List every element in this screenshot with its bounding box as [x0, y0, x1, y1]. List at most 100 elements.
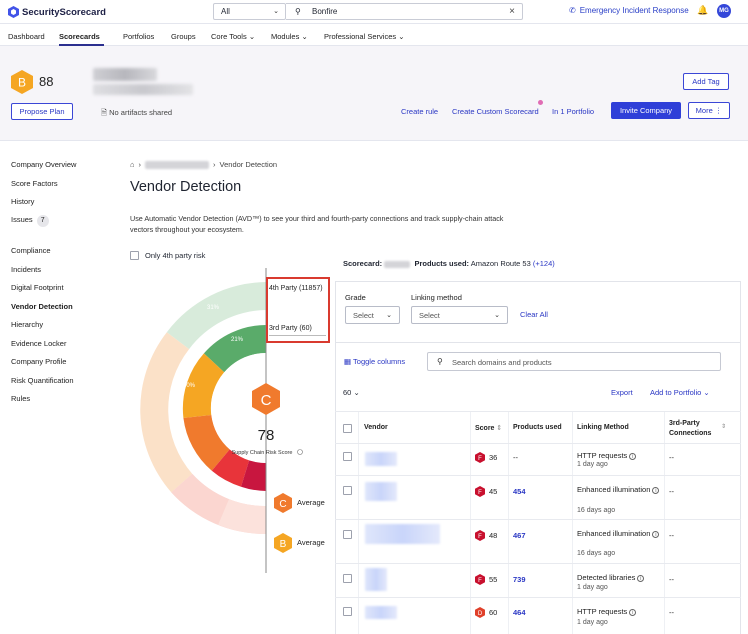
row-divider: [335, 475, 741, 476]
inner-segment-red-orange[interactable]: [183, 415, 230, 471]
supply-chain-donut-chart: 31% 21% 30% 30% 11% 6% C 78 Supply Chain…: [140, 268, 321, 573]
row-checkbox[interactable]: [343, 607, 352, 616]
file-icon: 🗎: [101, 108, 108, 117]
export-link[interactable]: Export: [611, 388, 633, 397]
add-to-portfolio-button[interactable]: Add to Portfolio ⌄: [650, 388, 710, 397]
page-size-select[interactable]: 60 ⌄: [343, 388, 360, 397]
grade-badge: B: [11, 70, 33, 94]
sidebar-item-incidents[interactable]: Incidents: [11, 265, 42, 274]
create-rule-link[interactable]: Create rule: [401, 107, 439, 116]
row-checkbox[interactable]: [343, 452, 352, 461]
third-party-label[interactable]: 3rd Party (60): [269, 325, 312, 332]
toggle-columns-button[interactable]: ▦ Toggle columns: [344, 357, 405, 366]
score-value: 48: [489, 531, 498, 540]
page-title: Vendor Detection: [130, 179, 242, 195]
more-vertical-icon: ⋮: [714, 106, 723, 115]
grade-filter-label: Grade: [345, 293, 366, 302]
select-all-checkbox[interactable]: [343, 424, 352, 433]
connections-count: --: [669, 575, 674, 584]
nav-scorecards[interactable]: Scorecards: [59, 32, 100, 41]
vendor-name-redacted[interactable]: [365, 452, 397, 466]
panel-divider: [335, 342, 741, 343]
products-count[interactable]: 467: [513, 531, 526, 540]
sidebar-item-issues[interactable]: Issues 7: [11, 215, 49, 227]
sort-icon[interactable]: ⇕: [721, 424, 727, 430]
linking-method-label: Enhanced illumination: [577, 485, 651, 494]
inner-green-label: 21%: [231, 337, 244, 343]
col-products-used[interactable]: Products used: [513, 424, 562, 431]
logo[interactable]: SecurityScorecard: [8, 5, 106, 19]
avatar[interactable]: MG: [717, 4, 731, 18]
col-linking-method[interactable]: Linking Method: [577, 424, 629, 431]
sidebar-item-compliance[interactable]: Compliance: [11, 246, 51, 255]
clear-all-link[interactable]: Clear All: [520, 310, 548, 319]
clear-search-icon[interactable]: ×: [509, 6, 515, 17]
emergency-incident-link[interactable]: ✆ Emergency Incident Response: [569, 6, 689, 15]
columns-icon: ▦: [344, 357, 352, 366]
nav-dashboard[interactable]: Dashboard: [8, 32, 45, 41]
in-portfolio-link[interactable]: In 1 Portfolio: [552, 107, 595, 116]
row-checkbox[interactable]: [343, 530, 352, 539]
search-scope-select[interactable]: All ⌄: [213, 3, 286, 20]
info-icon[interactable]: i: [629, 453, 637, 460]
inner-segment-orange[interactable]: [182, 353, 225, 418]
search-input[interactable]: ⚲ Bonfire ×: [286, 3, 523, 20]
vendor-name-redacted[interactable]: [365, 524, 440, 544]
outer-segment-orange[interactable]: [140, 332, 193, 493]
more-button[interactable]: More ⋮: [688, 102, 730, 119]
propose-plan-button[interactable]: Propose Plan: [11, 103, 73, 120]
sidebar-item-rules[interactable]: Rules: [11, 394, 31, 403]
bell-icon[interactable]: 🔔: [697, 5, 709, 15]
fourth-party-label[interactable]: 4th Party (11857): [269, 285, 323, 292]
nav-portfolios[interactable]: Portfolios: [123, 32, 155, 41]
sidebar-item-evidence-locker[interactable]: Evidence Locker: [11, 339, 67, 348]
col-connections[interactable]: 3rd-Party Connections: [669, 420, 712, 437]
sidebar-item-company-overview[interactable]: Company Overview: [11, 160, 77, 169]
create-custom-scorecard-link[interactable]: Create Custom Scorecard: [452, 107, 539, 116]
linking-filter-select[interactable]: Select ⌄: [411, 306, 508, 324]
info-icon[interactable]: i: [652, 531, 660, 538]
linking-method-label: Detected libraries: [577, 573, 636, 582]
products-count[interactable]: 739: [513, 575, 526, 584]
products-count[interactable]: 454: [513, 487, 526, 496]
invite-company-button[interactable]: Invite Company: [611, 102, 681, 119]
outer-segment-green[interactable]: [166, 282, 266, 350]
info-icon[interactable]: i: [637, 575, 645, 582]
sidebar-item-history[interactable]: History: [11, 197, 35, 206]
inner-crimson-label: 6%: [251, 500, 260, 506]
vendor-name-redacted[interactable]: [365, 568, 387, 591]
vendor-name-redacted[interactable]: [365, 482, 397, 501]
notification-dot: [538, 100, 543, 105]
table-header-top-border: [335, 411, 741, 412]
sidebar-item-digital-footprint[interactable]: Digital Footprint: [11, 283, 64, 292]
info-icon[interactable]: i: [652, 487, 660, 494]
sidebar-item-hierarchy[interactable]: Hierarchy: [11, 320, 44, 329]
sidebar-item-risk-quantification[interactable]: Risk Quantification: [11, 376, 74, 385]
nav-core-tools[interactable]: Core Tools ⌄: [211, 32, 255, 41]
nav-modules[interactable]: Modules ⌄: [271, 32, 308, 41]
breadcrumb-company-redacted[interactable]: [145, 160, 210, 169]
vendor-name-redacted[interactable]: [365, 606, 397, 619]
sidebar-item-company-profile[interactable]: Company Profile: [11, 357, 67, 366]
products-more-link[interactable]: (+124): [532, 259, 555, 268]
home-icon[interactable]: ⌂: [130, 160, 135, 169]
inner-segment-crimson[interactable]: [241, 459, 266, 491]
only-4th-party-checkbox[interactable]: [130, 251, 139, 260]
svg-text:F: F: [478, 578, 482, 584]
nav-professional-services[interactable]: Professional Services ⌄: [324, 32, 405, 41]
col-score[interactable]: Score ⇕: [475, 424, 502, 432]
row-checkbox[interactable]: [343, 574, 352, 583]
col-vendor[interactable]: Vendor: [364, 424, 388, 431]
inner-segment-green[interactable]: [203, 325, 266, 373]
grade-filter-select[interactable]: Select ⌄: [345, 306, 400, 324]
info-icon[interactable]: i: [629, 609, 637, 616]
sidebar-item-score-factors[interactable]: Score Factors: [11, 179, 58, 188]
sidebar-item-vendor-detection[interactable]: Vendor Detection: [11, 302, 73, 311]
add-tag-button[interactable]: Add Tag: [683, 73, 729, 90]
svg-text:F: F: [478, 490, 482, 496]
inner-segment-red[interactable]: [211, 449, 250, 487]
products-count[interactable]: 464: [513, 608, 526, 617]
nav-groups[interactable]: Groups: [171, 32, 196, 41]
row-checkbox[interactable]: [343, 486, 352, 495]
search-domains-input[interactable]: ⚲ Search domains and products: [427, 352, 721, 371]
